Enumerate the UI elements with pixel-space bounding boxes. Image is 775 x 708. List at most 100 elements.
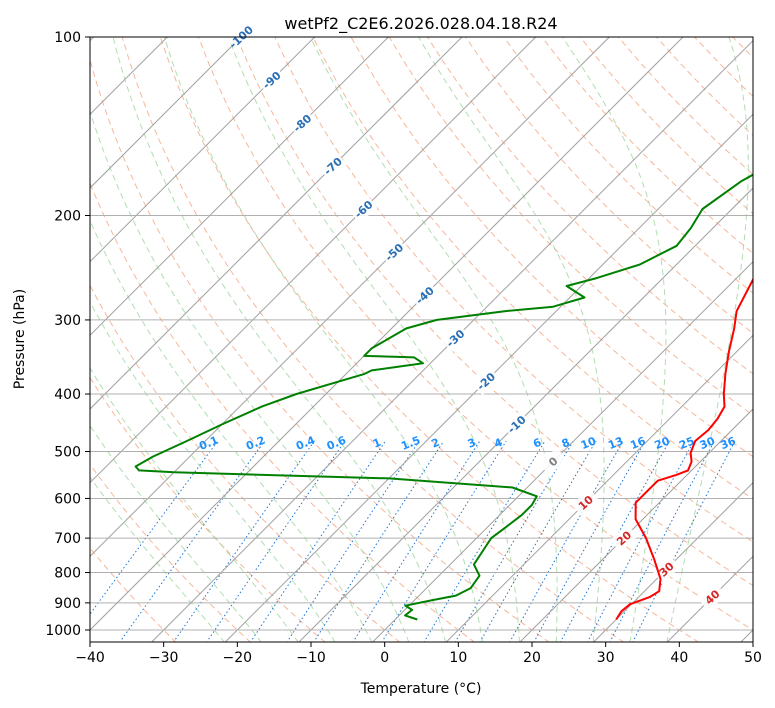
mixing-ratio-label: 20: [653, 434, 672, 452]
isotherm-label-bg: [257, 66, 286, 95]
y-tick-label: 200: [54, 209, 81, 225]
isotherm-line: [90, 37, 389, 337]
moist-adiabat: [112, 37, 447, 642]
dry-adiabat: [503, 37, 753, 294]
moist-adiabat: [90, 219, 373, 642]
profiles-layer: [134, 173, 753, 621]
moist-adiabat: [418, 37, 605, 642]
mixing-ratio-line: [352, 440, 481, 642]
moist-adiabat: [666, 37, 749, 642]
isotherm-line: [666, 555, 753, 642]
plot-frame: [89, 36, 754, 643]
dry-adiabat: [90, 57, 550, 642]
mixing-ratio-labels-layer: 0.1 0.2 0.4 0.6 1 1.5 2 3 4 6 8 10 13 16 20 25 30 36: [197, 433, 738, 452]
isotherm-line: [90, 37, 463, 410]
y-axis: 100 200 300 400 500 600 700 800 900 1000: [45, 30, 90, 639]
x-tick-label: 50: [744, 650, 762, 666]
y-tick-label: 500: [54, 444, 81, 460]
dry-adiabat: [198, 37, 753, 631]
dry-adiabat: [694, 37, 753, 98]
isotherm-label-bg: [441, 324, 470, 353]
moist-adiabat: [90, 300, 336, 642]
isotherm-label-bg: [697, 583, 727, 612]
isotherm-line: [90, 37, 610, 558]
isotherm-label-bg: [609, 524, 639, 553]
mixing-ratio-line: [173, 440, 315, 642]
isotherm-line: [519, 408, 753, 642]
y-tick-label: 700: [54, 531, 81, 547]
dry-adiabat: [90, 284, 401, 642]
mixing-ratio-label: 0.1: [197, 434, 220, 453]
x-tick-label: 0: [380, 650, 389, 666]
mixing-ratio-label: 2: [430, 436, 442, 451]
dry-adiabat: [90, 181, 476, 642]
isotherm-label-bg: [379, 238, 409, 267]
mixing-ratio-line: [249, 440, 386, 642]
x-axis: −40 −30 −20 −10 0 10 20 30 40 50: [75, 642, 762, 666]
isotherm-label-bg: [318, 152, 348, 181]
mixing-ratio-line: [533, 440, 646, 642]
moist-adiabat: [227, 37, 520, 642]
mixing-ratio-line: [206, 440, 346, 642]
mixing-ratio-line: [479, 440, 597, 642]
dry-adiabat: [617, 37, 753, 176]
isotherm-line: [298, 187, 753, 642]
mixing-ratio-label: 36: [719, 434, 738, 452]
dry-adiabat: [90, 463, 251, 642]
dry-adiabat: [771, 37, 775, 643]
mixing-ratio-line: [90, 440, 219, 615]
isotherm-label-bg: [410, 281, 440, 310]
moist-adiabat: [562, 37, 667, 642]
isotherm-line: [90, 37, 316, 263]
pressure-grid-layer: [90, 37, 753, 631]
x-tick-label: −30: [149, 650, 179, 666]
moist-adiabat: [90, 424, 262, 642]
mixing-ratio-label: 8: [560, 436, 572, 451]
isotherm-label-bg: [502, 410, 531, 439]
y-tick-label: 300: [54, 313, 81, 329]
mixing-ratio-line: [423, 440, 546, 642]
isotherm-line: [592, 481, 753, 642]
x-tick-label: −10: [296, 650, 326, 666]
y-tick-label: 800: [54, 566, 81, 582]
mixing-ratio-line: [509, 440, 624, 642]
dry-adiabat: [121, 37, 625, 642]
chart-title: wetPf2_C2E6.2026.028.04.18.R24: [284, 14, 557, 34]
isotherm-label-bg: [538, 447, 568, 476]
mixing-ratio-label: 30: [698, 434, 717, 452]
mixing-ratio-line: [286, 440, 420, 642]
isotherm-line: [90, 37, 537, 484]
isotherm-line: [90, 37, 242, 189]
temperature-profile-line: [615, 277, 753, 621]
dry-adiabat: [90, 376, 326, 642]
moist-adiabat: [90, 109, 410, 642]
mixing-ratio-label: 13: [606, 434, 625, 452]
mixing-ratio-label: 1: [371, 436, 383, 451]
mixing-ratio-label: 10: [579, 434, 598, 452]
isotherm-label-bg: [349, 195, 378, 224]
y-tick-label: 400: [54, 387, 81, 403]
x-tick-label: 40: [670, 650, 688, 666]
y-tick-label: 100: [54, 30, 81, 46]
x-tick-label: −40: [75, 650, 105, 666]
mixing-ratio-label: 16: [628, 434, 647, 452]
y-axis-label: Pressure (hPa): [12, 289, 28, 389]
mixing-ratio-line: [587, 440, 695, 642]
moist-adiabat: [310, 37, 558, 642]
mixing-ratio-line: [313, 440, 445, 642]
isotherm-line: [90, 37, 684, 631]
isotherm-line: [740, 629, 753, 642]
dewpoint-profile-line: [134, 173, 753, 621]
mixing-ratio-label: 0.4: [294, 433, 317, 452]
y-tick-label: 1000: [45, 623, 81, 639]
isotherm-label-bg: [287, 109, 317, 138]
isotherm-line: [445, 334, 753, 642]
x-axis-label: Temperature (°C): [360, 681, 482, 697]
y-tick-label: 600: [54, 491, 81, 507]
x-tick-label: 20: [523, 650, 541, 666]
mixing-ratio-label: 0.2: [244, 434, 267, 453]
dry-adiabat: [350, 37, 753, 458]
dry-adiabat: [274, 37, 753, 543]
moist-adiabat: [90, 367, 299, 642]
